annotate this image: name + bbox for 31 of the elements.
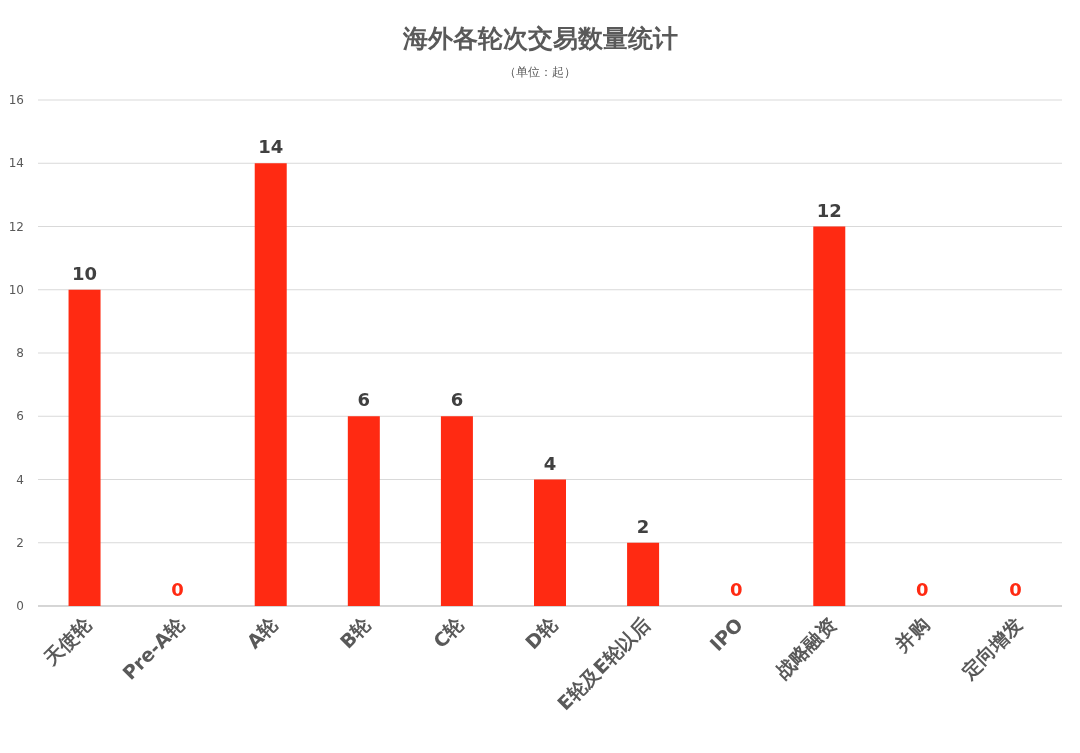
y-tick: 6 <box>16 409 24 424</box>
data-label: 2 <box>636 515 650 537</box>
data-label: 10 <box>72 262 98 284</box>
data-label: 12 <box>816 199 842 221</box>
data-label: 0 <box>916 579 929 600</box>
y-tick: 12 <box>8 219 24 234</box>
y-tick: 14 <box>8 156 24 171</box>
x-tick: 天使轮 <box>39 613 96 670</box>
y-tick: 0 <box>16 599 24 613</box>
data-label: 4 <box>543 452 557 474</box>
y-tick: 8 <box>16 346 24 360</box>
title: 海外各轮次交易数量统计 <box>402 24 678 53</box>
data-label: 6 <box>357 389 371 411</box>
x-tick: B轮 <box>335 613 375 653</box>
x-tick: 并购 <box>890 613 934 656</box>
x-tick: 定向增发 <box>957 613 1027 683</box>
x-tick: D轮 <box>520 613 561 654</box>
y-tick: 4 <box>16 472 24 487</box>
data-label: 0 <box>1009 579 1022 600</box>
data-label: 6 <box>450 389 464 411</box>
data-label: 0 <box>729 579 743 600</box>
x-tick: C轮 <box>428 613 468 653</box>
y-tick: 16 <box>8 93 24 107</box>
data-label: 0 <box>171 579 184 600</box>
x-tick: IPO <box>705 613 747 656</box>
y-tick: 10 <box>8 282 24 297</box>
data-label: 14 <box>258 136 284 158</box>
y-tick: 2 <box>16 535 24 550</box>
x-tick: 战略融资 <box>770 613 841 683</box>
x-tick: A轮 <box>242 613 282 653</box>
subtitle: （单位：起） <box>504 65 576 79</box>
